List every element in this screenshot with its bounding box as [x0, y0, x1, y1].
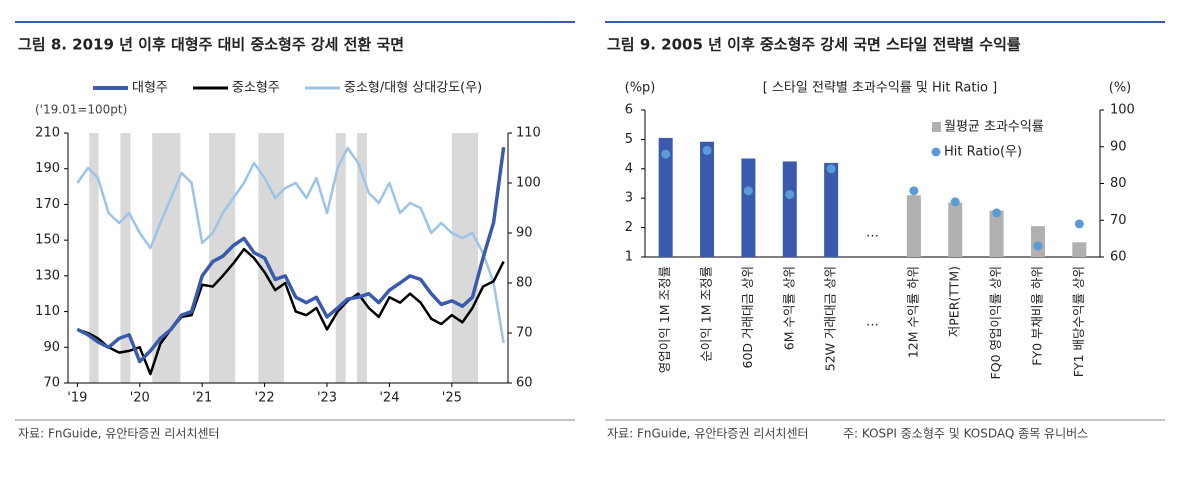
x-tick-label: '22	[255, 391, 275, 406]
y-tick-label: 4	[625, 161, 633, 176]
bar	[948, 202, 963, 257]
x-tick-label: 6M 수익률 상위	[781, 266, 796, 350]
y2-tick-label: 90	[516, 226, 533, 241]
legend-label: Hit Ratio(우)	[944, 145, 1022, 160]
x-tick-label: FY1 배당수익률 상위	[1071, 266, 1086, 377]
line-series	[76, 147, 506, 364]
bar	[989, 210, 1004, 257]
shaded-period	[451, 133, 479, 383]
source: 자료: FnGuide, 유안타증권 리서치센터	[607, 427, 809, 441]
note: 주: KOSPI 중소형주 및 KOSDAQ 종목 유니버스	[843, 427, 1088, 441]
bar	[700, 141, 715, 257]
bar	[782, 161, 797, 257]
y2-unit-label: (%)	[1109, 81, 1132, 96]
x-tick-label: 저PER(TTM)	[947, 266, 962, 337]
y-tick-label: 210	[35, 126, 60, 141]
gap-label: …	[866, 315, 879, 330]
unit-label: ('19.01=100pt)	[35, 103, 127, 117]
y-tick-label: 2	[625, 220, 633, 235]
bar	[741, 158, 756, 257]
x-tick-label: FY0 부채비율 하위	[1029, 266, 1044, 366]
y2-tick-label: 70	[1110, 213, 1127, 228]
shaded-period	[356, 133, 367, 383]
y-tick-label: 1	[625, 250, 633, 265]
legend-swatch	[931, 147, 941, 157]
y-tick-label: 110	[35, 304, 60, 319]
bar	[658, 137, 673, 257]
scatter-point	[743, 186, 753, 196]
source: 자료: FnGuide, 유안타증권 리서치센터	[18, 427, 220, 441]
x-tick-label: FQ0 영업이익률 상위	[988, 266, 1003, 379]
legend-label: 대형주	[132, 81, 168, 96]
y2-tick-label: 110	[516, 126, 541, 141]
bar	[906, 195, 921, 257]
y2-tick-label: 80	[516, 276, 533, 291]
line-series	[76, 247, 505, 376]
chart-title: 그림 8. 2019 년 이후 대형주 대비 중소형주 강세 전환 국면	[18, 36, 404, 54]
legend-swatch	[932, 122, 941, 132]
x-tick-label: '21	[192, 391, 212, 406]
y2-tick-label: 100	[1110, 103, 1135, 118]
legend-label: 월평균 초과수익률	[944, 120, 1044, 135]
scatter-point	[785, 190, 795, 200]
y2-tick-label: 80	[1110, 176, 1127, 191]
y2-tick-label: 60	[516, 376, 533, 391]
scatter-point	[826, 164, 836, 174]
chart-subtitle: [ 스타일 전략별 초과수익률 및 Hit Ratio ]	[763, 81, 997, 96]
x-tick-label: 영업이익 1M 조정률	[657, 266, 672, 373]
x-tick-label: '24	[379, 391, 399, 406]
y-tick-label: 190	[35, 161, 60, 176]
gap-label: …	[866, 226, 879, 241]
scatter-point	[909, 186, 919, 196]
shaded-period	[89, 133, 99, 383]
x-tick-label: '19	[67, 391, 87, 406]
y-tick-label: 5	[625, 132, 633, 147]
y-tick-label: 6	[625, 103, 633, 118]
x-tick-label: '25	[442, 391, 462, 406]
x-tick-label: '23	[317, 391, 337, 406]
y2-tick-label: 90	[1110, 139, 1127, 154]
scatter-point	[950, 197, 960, 207]
line-series	[76, 146, 505, 344]
chart-title: 그림 9. 2005 년 이후 중소형주 강세 국면 스타일 전략별 수익률	[607, 36, 1021, 54]
x-tick-label: '20	[130, 391, 150, 406]
y-tick-label: 90	[43, 340, 60, 355]
shaded-period	[335, 133, 346, 383]
scatter-point	[992, 208, 1002, 218]
scatter-point	[1033, 241, 1043, 251]
scatter-point	[661, 149, 671, 159]
y2-tick-label: 100	[516, 176, 541, 191]
y-tick-label: 70	[43, 376, 60, 391]
y2-tick-label: 60	[1110, 250, 1127, 265]
legend-label: 중소형/대형 상대강도(우)	[344, 81, 482, 96]
bar	[1072, 242, 1087, 257]
y-unit-label: (%p)	[625, 81, 656, 96]
legend-label: 중소형주	[232, 81, 280, 96]
x-tick-label: 12M 수익률 하위	[905, 266, 920, 358]
shaded-period	[120, 133, 131, 383]
y-tick-label: 3	[625, 191, 633, 206]
scatter-point	[1074, 219, 1084, 229]
y-tick-label: 170	[35, 197, 60, 212]
y2-tick-label: 70	[516, 326, 533, 341]
y-tick-label: 130	[35, 268, 60, 283]
x-tick-label: 52W 거래대금 상위	[823, 266, 838, 371]
bar	[824, 162, 839, 257]
y-tick-label: 150	[35, 233, 60, 248]
x-tick-label: 순이익 1M 조정률	[699, 266, 714, 362]
x-tick-label: 60D 거래대금 상위	[740, 266, 755, 368]
scatter-point	[702, 145, 712, 155]
